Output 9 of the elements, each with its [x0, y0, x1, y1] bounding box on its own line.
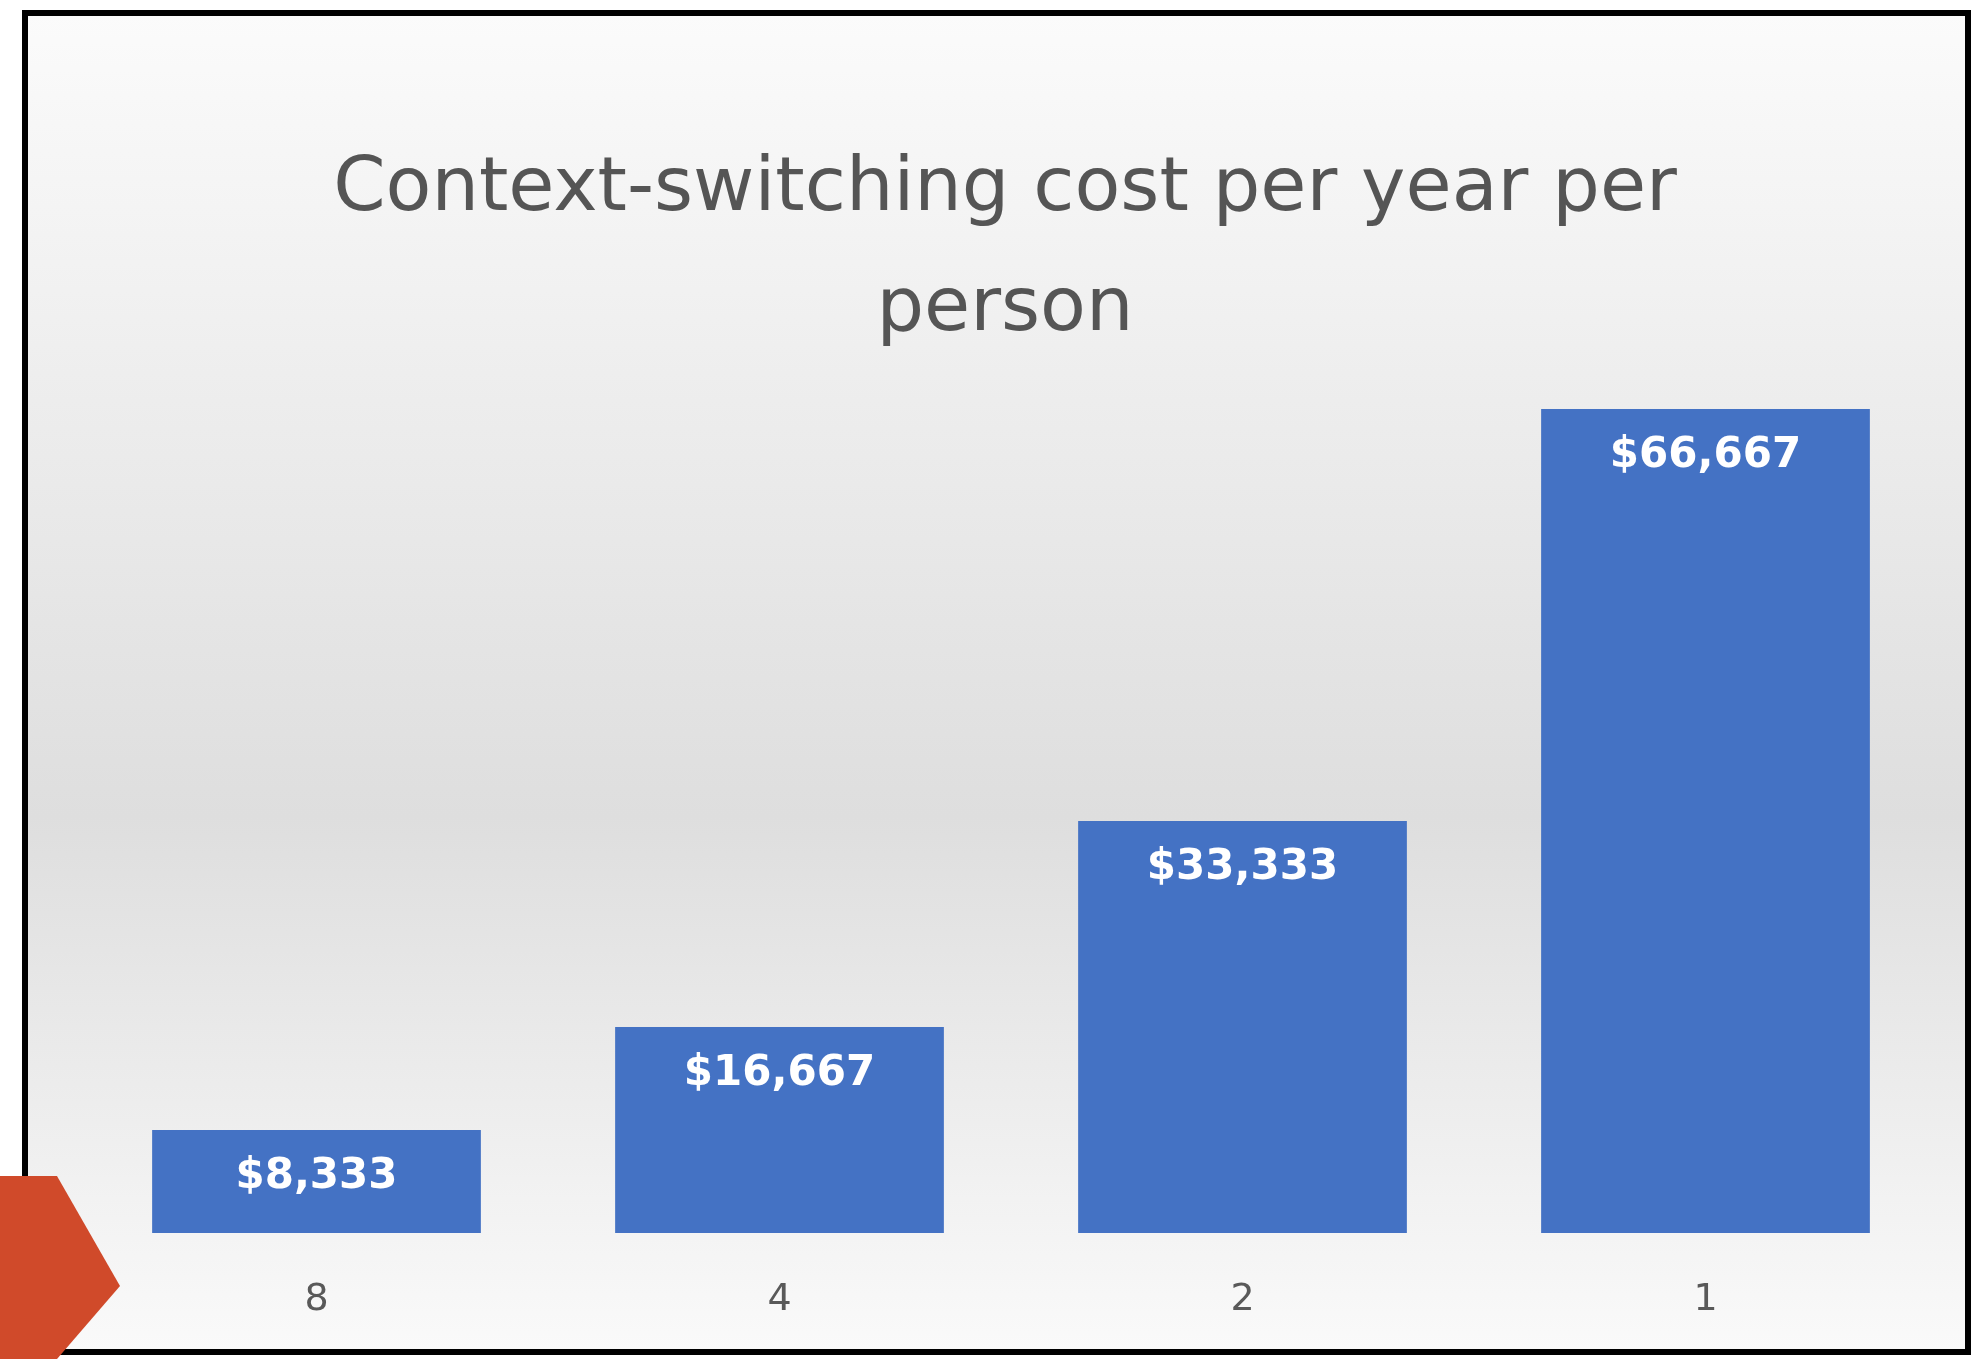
chart-title: Context-switching cost per year per person [333, 140, 1678, 348]
x-tick-label: 2 [1230, 1275, 1255, 1319]
x-tick-label: 8 [304, 1275, 329, 1319]
x-tick-label: 1 [1693, 1275, 1718, 1319]
data-label: $8,333 [235, 1149, 398, 1198]
data-label: $16,667 [683, 1046, 876, 1095]
x-tick-label: 4 [767, 1275, 792, 1319]
data-label: $33,333 [1146, 840, 1339, 890]
data-label: $66,667 [1609, 428, 1802, 477]
